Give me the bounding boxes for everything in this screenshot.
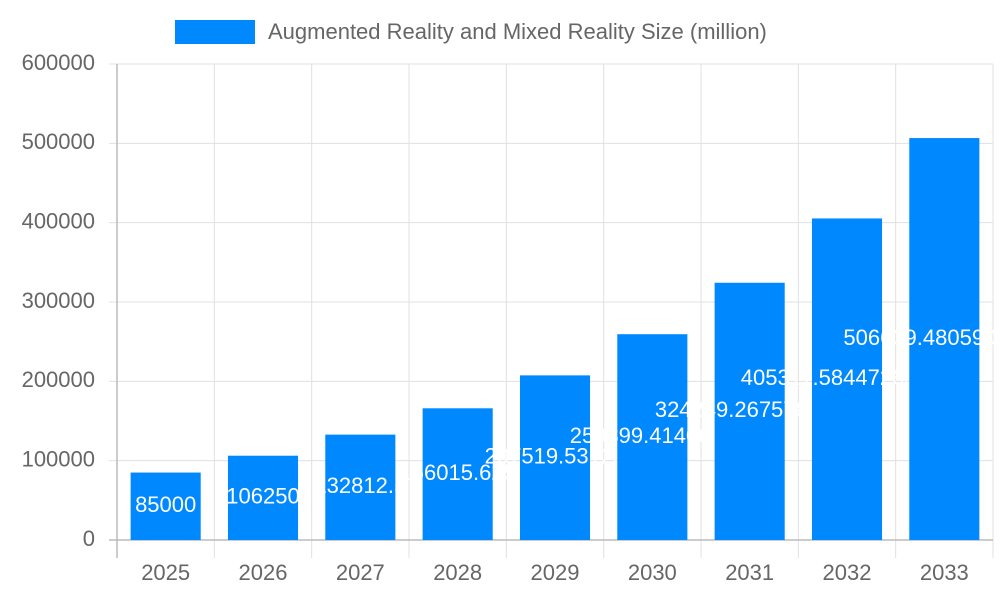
value-label: 207519.53125 [485, 443, 626, 468]
x-tick-label: 2027 [336, 560, 385, 585]
y-tick-label: 400000 [22, 208, 95, 233]
bar [130, 472, 201, 540]
x-tick-label: 2026 [239, 560, 288, 585]
value-label: 506639.4805908203 [843, 325, 1000, 350]
x-tick-label: 2028 [433, 560, 482, 585]
value-label: 166015.625 [400, 460, 516, 485]
y-tick-label: 500000 [22, 129, 95, 154]
legend-swatch [175, 20, 255, 44]
y-tick-label: 0 [83, 526, 95, 551]
x-tick-label: 2032 [823, 560, 872, 585]
bar [714, 282, 785, 540]
bar [519, 375, 591, 540]
y-tick-label: 100000 [22, 446, 95, 471]
value-label: 106250 [226, 484, 299, 509]
bar [811, 218, 883, 540]
x-tick-label: 2025 [141, 560, 190, 585]
x-tick-label: 2031 [725, 560, 774, 585]
value-label: 85000 [135, 492, 196, 517]
x-tick-label: 2030 [628, 560, 677, 585]
value-label: 259399.4140625 [570, 423, 735, 448]
legend-label: Augmented Reality and Mixed Reality Size… [268, 19, 767, 44]
x-tick-label: 2029 [531, 560, 580, 585]
bar [909, 138, 980, 540]
y-tick-label: 600000 [22, 50, 95, 75]
value-label: 132812.5 [314, 473, 406, 498]
bar [325, 434, 396, 540]
bar [227, 455, 299, 540]
y-tick-label: 200000 [22, 367, 95, 392]
bar [422, 408, 493, 540]
y-tick-label: 300000 [22, 288, 95, 313]
x-tick-label: 2033 [920, 560, 969, 585]
bar [617, 334, 688, 540]
